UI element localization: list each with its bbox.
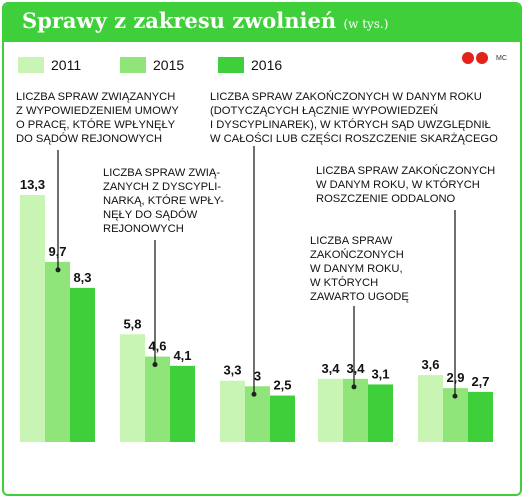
- leader-dot-2: [251, 391, 257, 397]
- annotation-3-line-2: W DANYM ROKU,: [310, 263, 403, 275]
- leader-dot-0: [55, 267, 61, 273]
- data-label-2011-cat-1: 5,8: [123, 316, 141, 331]
- legend-item-2016: 2016: [218, 56, 282, 74]
- bar-2016-cat-1: [170, 365, 195, 442]
- bar-2015-cat-2: [245, 386, 270, 442]
- chart-title: Sprawy z zakresu zwolnień (w tys.): [22, 8, 388, 33]
- bar-2011-cat-3: [318, 378, 343, 442]
- bar-2016-cat-3: [368, 384, 393, 442]
- annotation-1-line-3: NĘŁY DO SĄDÓW: [103, 209, 198, 221]
- bar-2016-cat-0: [70, 287, 95, 442]
- data-label-2016-cat-3: 3,1: [371, 366, 389, 381]
- bar-2011-cat-4: [418, 375, 443, 442]
- publisher-logo: MC: [462, 52, 507, 64]
- annotation-2-line-2: I DYSCYPLINAREK), W KTÓRYCH SĄD UWZGLĘDN…: [210, 119, 491, 131]
- annotation-4-line-2: ROSZCZENIE ODDALONO: [316, 193, 456, 205]
- annotation-4-line-0: LICZBA SPRAW ZAKOŃCZONYCH: [316, 165, 496, 177]
- data-label-2011-cat-0: 13,3: [20, 177, 45, 192]
- legend-swatch-2015: [120, 57, 146, 73]
- annotation-3-line-4: ZAWARTO UGODĘ: [310, 291, 409, 303]
- data-label-2016-cat-2: 2,5: [273, 378, 291, 393]
- bar-2015-cat-1: [145, 356, 170, 442]
- bar-2011-cat-2: [220, 380, 245, 442]
- data-label-2016-cat-1: 4,1: [173, 348, 191, 363]
- annotation-1-line-2: NARKĄ, KTÓRE WPŁY-: [103, 195, 224, 207]
- legend-label-2016: 2016: [251, 57, 283, 73]
- data-label-2011-cat-3: 3,4: [321, 361, 340, 376]
- data-label-2016-cat-4: 2,7: [471, 374, 489, 389]
- annotation-1-line-4: REJONOWYCH: [103, 223, 184, 235]
- logo-text: MC: [496, 54, 507, 62]
- annotation-2-line-3: W CAŁOŚCI LUB CZĘŚCI ROSZCZENIE SKARŻĄCE…: [210, 133, 498, 145]
- annotation-3: LICZBA SPRAW ZAKOŃCZONYCH W DANYM ROKU, W K…: [310, 234, 409, 304]
- bar-2011-cat-0: [20, 195, 45, 442]
- bar-2015-cat-3: [343, 378, 368, 442]
- data-label-2016-cat-0: 8,3: [73, 270, 91, 285]
- bar-2015-cat-0: [45, 261, 70, 442]
- annotation-3-line-1: ZAKOŃCZONYCH: [310, 249, 404, 261]
- data-label-2015-cat-3: 3,4: [346, 361, 365, 376]
- data-label-2011-cat-4: 3,6: [421, 357, 439, 372]
- header-bar: Sprawy z zakresu zwolnień (w tys.): [4, 4, 520, 42]
- data-label-2015-cat-1: 4,6: [148, 339, 166, 354]
- leader-dot-1: [152, 362, 158, 368]
- annotation-4-line-1: W DANYM ROKU, W KTÓRYCH: [316, 179, 480, 191]
- annotation-1-line-1: ZANYCH Z DYSCYPLI-: [103, 181, 222, 193]
- annotation-0: LICZBA SPRAW ZWIĄZANYCH Z WYPOWIEDZENIEM …: [16, 90, 179, 146]
- logo-circle-left-icon: [462, 52, 474, 64]
- annotation-1-line-0: LICZBA SPRAW ZWIĄ-: [103, 167, 221, 179]
- annotation-3-line-0: LICZBA SPRAW: [310, 235, 393, 247]
- legend-swatch-2011: [18, 57, 44, 73]
- data-label-2011-cat-2: 3,3: [223, 363, 241, 378]
- annotation-3-line-3: W KTÓRYCH: [310, 277, 379, 289]
- legend-label-2011: 2011: [51, 57, 82, 73]
- annotation-1: LICZBA SPRAW ZWIĄ- ZANYCH Z DYSCYPLI- NARK…: [103, 166, 224, 236]
- data-label-2015-cat-2: 3: [254, 368, 261, 383]
- chart-title-text: Sprawy z zakresu zwolnień: [22, 8, 337, 33]
- leader-dot-4: [452, 393, 458, 399]
- legend-label-2015: 2015: [153, 57, 185, 73]
- bar-2011-cat-1: [120, 334, 145, 442]
- legend-item-2015: 2015: [120, 56, 184, 74]
- annotation-2-line-0: LICZBA SPRAW ZAKOŃCZONYCH W DANYM ROKU: [210, 91, 482, 103]
- annotation-0-line-3: DO SĄDÓW REJONOWYCH: [16, 133, 163, 145]
- bar-2016-cat-4: [468, 391, 493, 442]
- annotation-0-line-0: LICZBA SPRAW ZWIĄZANYCH: [16, 91, 176, 103]
- chart-subtitle: (w tys.): [343, 17, 389, 31]
- logo-circle-right-icon: [476, 52, 488, 64]
- annotation-2-line-1: (DOTYCZĄCYCH ŁĄCZNIE WYPOWIEDZEŃ: [210, 105, 439, 117]
- annotation-0-line-1: Z WYPOWIEDZENIEM UMOWY: [16, 105, 179, 117]
- bar-2016-cat-2: [270, 395, 295, 442]
- annotation-4: LICZBA SPRAW ZAKOŃCZONYCH W DANYM ROKU, W…: [316, 164, 495, 206]
- legend-item-2011: 2011: [18, 56, 81, 74]
- leader-dot-3: [351, 384, 357, 390]
- annotation-2: LICZBA SPRAW ZAKOŃCZONYCH W DANYM ROKU (D…: [210, 90, 498, 146]
- legend-swatch-2016: [218, 57, 244, 73]
- annotation-0-line-2: O PRACĘ, KTÓRE WPŁYNĘŁY: [16, 119, 176, 131]
